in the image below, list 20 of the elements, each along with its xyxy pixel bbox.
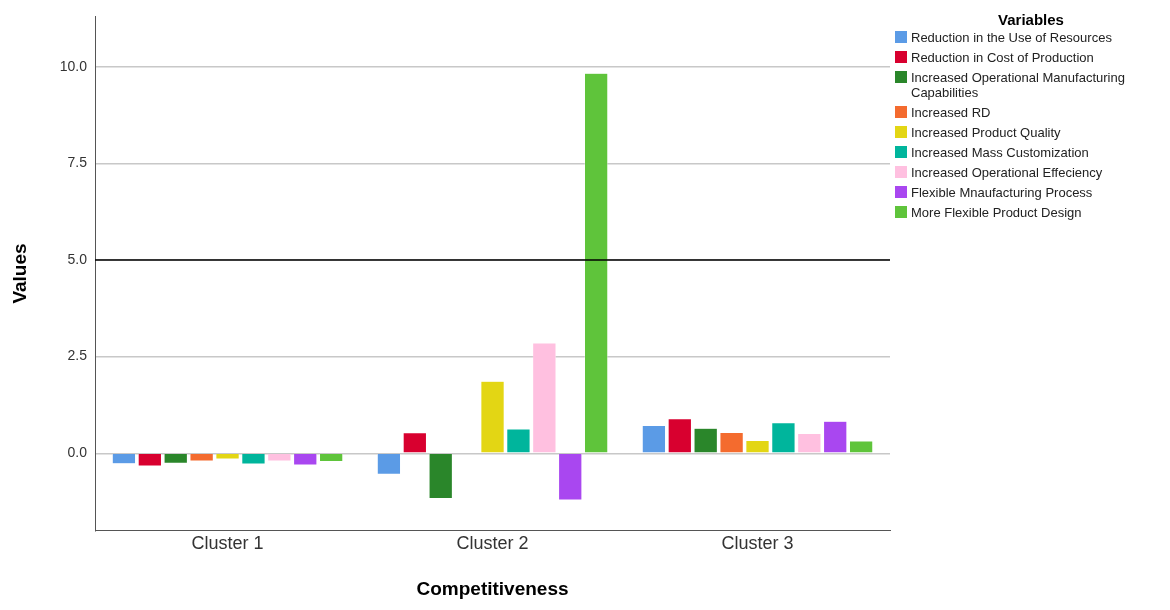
- y-tick-label: 10.0: [59, 57, 88, 74]
- legend-label: Flexible Mnaufacturing Process: [911, 185, 1093, 200]
- x-tick-label: Cluster 2: [456, 533, 529, 554]
- x-tick-label: Cluster 3: [721, 533, 794, 554]
- legend-label: More Flexible Product Design: [911, 205, 1082, 220]
- legend-label: Increased RD: [911, 105, 991, 120]
- y-axis-title: Values: [8, 243, 30, 304]
- y-tick-label: 7.5: [67, 154, 88, 171]
- legend-label: Reduction in Cost of Production: [911, 50, 1094, 65]
- legend-label: Increased Operational Effeciency: [911, 165, 1103, 180]
- y-tick-label: 0.0: [67, 444, 88, 461]
- legend-label: Increased Operational Manufacturing Capabilities: [911, 70, 1126, 100]
- y-tick-label: 2.5: [67, 347, 88, 364]
- legend-title: Variables: [997, 11, 1065, 28]
- legend-label: Increased Mass Customization: [911, 145, 1089, 160]
- legend-label: Increased Product Quality: [911, 125, 1061, 140]
- legend-label: Reduction in the Use of Resources: [911, 30, 1112, 45]
- x-axis-title: Competitiveness: [416, 577, 569, 599]
- y-tick-label: 5.0: [67, 250, 88, 267]
- x-tick-label: Cluster 1: [191, 533, 264, 554]
